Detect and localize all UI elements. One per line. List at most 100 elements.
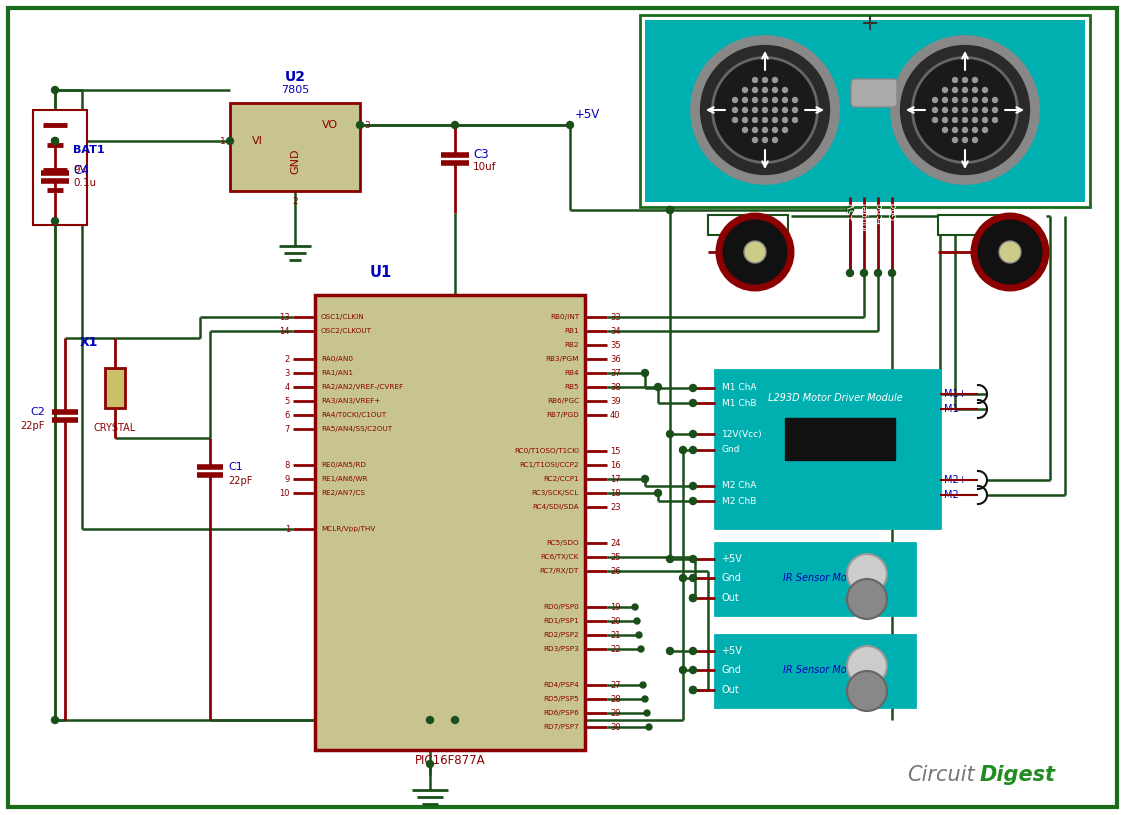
Circle shape: [666, 647, 674, 654]
Circle shape: [763, 98, 767, 103]
Circle shape: [742, 87, 747, 92]
Text: 6: 6: [285, 411, 290, 420]
Text: RC0/T1OSO/T1CKI: RC0/T1OSO/T1CKI: [514, 448, 579, 454]
Bar: [640, 15, 1090, 207]
Text: 15: 15: [610, 447, 621, 456]
Circle shape: [680, 575, 686, 581]
Text: RB7/PGD: RB7/PGD: [547, 412, 579, 418]
Text: 37: 37: [610, 368, 621, 377]
Text: Gnd: Gnd: [890, 202, 899, 221]
Circle shape: [953, 127, 957, 133]
Text: 12V(Vcc): 12V(Vcc): [722, 430, 763, 438]
Circle shape: [953, 138, 957, 143]
Text: 8: 8: [285, 460, 290, 469]
Text: RD6/PSP6: RD6/PSP6: [543, 710, 579, 716]
Text: BAT1: BAT1: [73, 145, 105, 155]
Circle shape: [943, 108, 947, 112]
Circle shape: [357, 121, 363, 129]
Circle shape: [680, 667, 686, 673]
Text: Digest: Digest: [980, 765, 1056, 785]
Text: Gnd: Gnd: [722, 446, 740, 455]
Circle shape: [773, 138, 777, 143]
Text: 1: 1: [285, 525, 290, 534]
Text: RD3/PSP3: RD3/PSP3: [543, 646, 579, 652]
Circle shape: [773, 108, 777, 112]
Circle shape: [719, 216, 791, 288]
Circle shape: [846, 270, 854, 276]
Circle shape: [426, 716, 433, 724]
Text: 24: 24: [610, 539, 621, 548]
Circle shape: [889, 270, 896, 276]
Circle shape: [773, 117, 777, 122]
Text: Out: Out: [721, 685, 739, 695]
Circle shape: [753, 138, 757, 143]
Circle shape: [753, 117, 757, 122]
Bar: [785, 418, 896, 460]
Circle shape: [783, 117, 788, 122]
Circle shape: [655, 490, 662, 496]
Text: L293D Motor Driver Module: L293D Motor Driver Module: [767, 393, 902, 403]
Text: RD2/PSP2: RD2/PSP2: [543, 632, 579, 638]
Circle shape: [666, 556, 674, 562]
Circle shape: [861, 270, 867, 276]
Text: VI: VI: [252, 136, 263, 146]
Circle shape: [992, 98, 998, 103]
Circle shape: [773, 87, 777, 92]
Text: 39: 39: [610, 397, 621, 406]
Circle shape: [874, 270, 882, 276]
Text: 4: 4: [285, 382, 290, 391]
Circle shape: [632, 604, 638, 610]
Text: RE2/AN7/CS: RE2/AN7/CS: [321, 490, 365, 496]
Text: 1: 1: [220, 136, 226, 146]
Circle shape: [636, 632, 642, 638]
Circle shape: [773, 77, 777, 82]
Text: OSC1/CLKIN: OSC1/CLKIN: [321, 314, 365, 320]
Text: RA4/T0CKI/C1OUT: RA4/T0CKI/C1OUT: [321, 412, 386, 418]
Text: M2 ChB: M2 ChB: [722, 496, 756, 505]
Text: Echo: Echo: [875, 202, 884, 224]
Text: IR Sensor Module: IR Sensor Module: [783, 665, 867, 675]
Circle shape: [690, 594, 696, 601]
Circle shape: [847, 554, 886, 594]
Circle shape: [638, 646, 643, 652]
Text: M1-: M1-: [944, 404, 962, 414]
Text: 19: 19: [610, 602, 621, 611]
Text: 36: 36: [610, 355, 621, 363]
Circle shape: [847, 579, 886, 619]
Circle shape: [690, 385, 696, 391]
Circle shape: [953, 87, 957, 92]
Circle shape: [646, 724, 652, 730]
Text: RC3/SCK/SCL: RC3/SCK/SCL: [532, 490, 579, 496]
Circle shape: [943, 117, 947, 122]
FancyBboxPatch shape: [850, 79, 897, 107]
Text: X1: X1: [80, 336, 98, 349]
Text: RE0/AN5/RD: RE0/AN5/RD: [321, 462, 366, 468]
Circle shape: [695, 40, 835, 180]
Circle shape: [783, 108, 788, 112]
Circle shape: [933, 108, 937, 112]
Text: 3: 3: [285, 368, 290, 377]
Text: 9: 9: [285, 474, 290, 483]
Circle shape: [52, 86, 58, 94]
Circle shape: [982, 127, 988, 133]
Circle shape: [763, 77, 767, 82]
Circle shape: [896, 40, 1035, 180]
Circle shape: [690, 447, 696, 453]
Circle shape: [763, 127, 767, 133]
Circle shape: [666, 206, 674, 214]
Circle shape: [52, 138, 58, 144]
Circle shape: [943, 98, 947, 103]
Text: C3: C3: [472, 148, 488, 161]
Circle shape: [690, 497, 696, 504]
Circle shape: [792, 98, 798, 103]
Text: Gnd: Gnd: [721, 665, 741, 675]
Text: 21: 21: [610, 631, 621, 640]
Circle shape: [963, 127, 968, 133]
Text: 25: 25: [610, 553, 621, 562]
Bar: [645, 20, 1084, 202]
Circle shape: [742, 127, 747, 133]
Circle shape: [963, 138, 968, 143]
Circle shape: [52, 138, 58, 144]
Circle shape: [972, 98, 978, 103]
Circle shape: [783, 87, 788, 92]
